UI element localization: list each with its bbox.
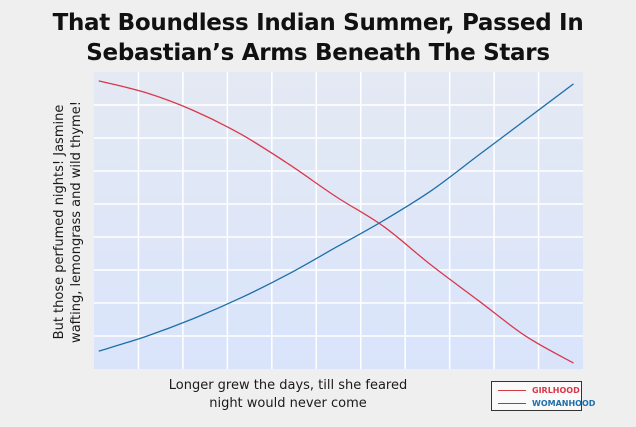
series-line-womanhood	[98, 83, 574, 352]
x-axis-label: Longer grew the days, till she feared ni…	[138, 377, 438, 413]
legend: GIRLHOOD WOMANHOOD	[491, 381, 595, 411]
chart-title-line-2: Sebastian’s Arms Beneath The Stars	[86, 40, 550, 66]
chart-title-line-1: That Boundless Indian Summer, Passed In	[52, 10, 584, 36]
x-axis-label-line-2: night would never come	[209, 396, 367, 411]
series-layer	[98, 80, 574, 364]
legend-swatch-girlhood	[498, 389, 526, 391]
x-axis-label-line-1: Longer grew the days, till she feared	[168, 378, 408, 393]
y-axis-label-line-2: wafting, lemongrass and wild thyme!	[69, 101, 84, 343]
legend-label-womanhood: WOMANHOOD	[532, 398, 596, 408]
legend-item-womanhood: WOMANHOOD	[498, 397, 595, 409]
legend-item-girlhood: GIRLHOOD	[498, 384, 580, 396]
y-axis-label-line-1: But those perfumed nights! Jasmine	[52, 104, 67, 340]
gridlines	[94, 72, 583, 369]
series-line-girlhood	[98, 80, 574, 364]
legend-label-girlhood: GIRLHOOD	[532, 385, 580, 395]
y-axis-label: But those perfumed nights! Jasmine wafti…	[51, 92, 85, 352]
chart-title: That Boundless Indian Summer, Passed In …	[0, 8, 636, 68]
legend-swatch-womanhood	[498, 402, 526, 404]
plot-area	[94, 72, 583, 369]
